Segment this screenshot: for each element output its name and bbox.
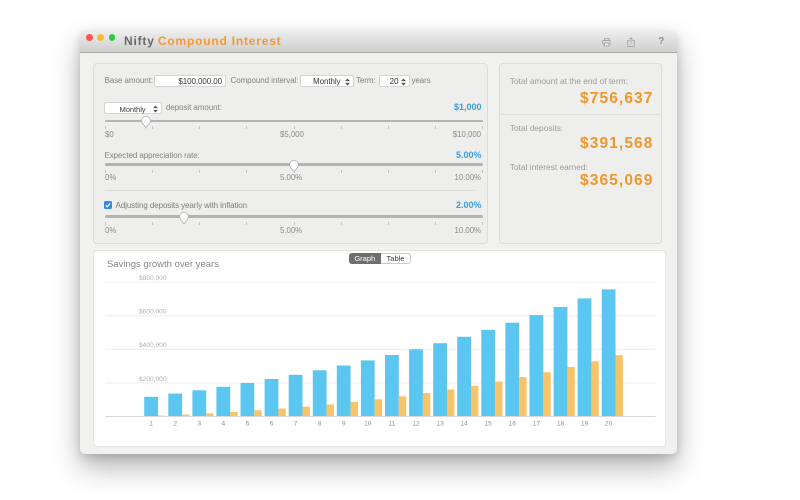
- svg-text:$200,000: $200,000: [138, 376, 166, 383]
- svg-text:5: 5: [245, 421, 249, 428]
- svg-text:20: 20: [604, 421, 612, 428]
- svg-text:6: 6: [269, 421, 273, 428]
- svg-text:11: 11: [388, 421, 395, 428]
- svg-text:4: 4: [221, 421, 225, 428]
- svg-text:8: 8: [317, 421, 321, 428]
- svg-text:18: 18: [556, 421, 564, 428]
- svg-text:10: 10: [364, 421, 372, 428]
- svg-text:9: 9: [341, 421, 345, 428]
- svg-text:14: 14: [460, 421, 468, 428]
- svg-text:7: 7: [293, 421, 297, 428]
- svg-text:2: 2: [173, 421, 177, 428]
- svg-text:$400,000: $400,000: [138, 342, 166, 349]
- svg-text:12: 12: [412, 421, 420, 428]
- svg-text:$600,000: $600,000: [138, 309, 166, 316]
- svg-text:$800,000: $800,000: [138, 275, 166, 282]
- svg-text:16: 16: [508, 421, 516, 428]
- svg-text:3: 3: [197, 421, 201, 428]
- svg-text:13: 13: [436, 421, 444, 428]
- svg-text:15: 15: [484, 421, 492, 428]
- svg-text:19: 19: [580, 421, 588, 428]
- svg-text:1: 1: [149, 421, 153, 428]
- svg-text:17: 17: [532, 421, 540, 428]
